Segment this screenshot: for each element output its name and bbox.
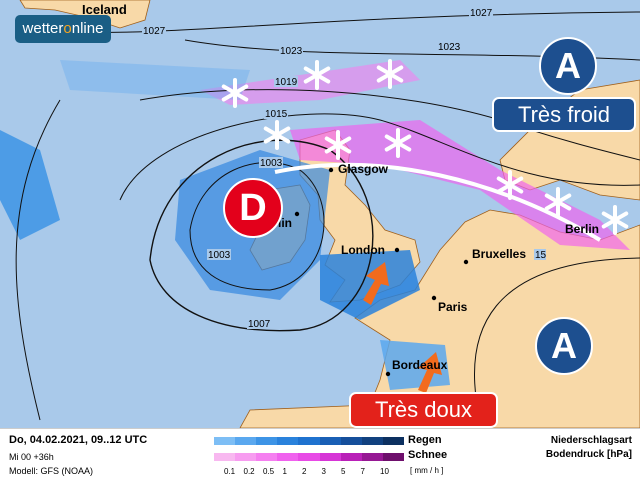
cold-front <box>274 162 602 242</box>
precipitation <box>0 60 630 390</box>
pressure-label: Bodendruck [hPa] <box>545 449 632 460</box>
scale-swatch <box>298 437 320 445</box>
scale-swatch <box>361 437 383 445</box>
scale-tick: 0.2 <box>243 467 255 476</box>
scale-swatch <box>214 437 236 445</box>
high-pressure-marker: A <box>539 37 597 95</box>
scale-tick: 10 <box>380 467 389 476</box>
snowflake-icon <box>376 59 404 89</box>
scale-swatch <box>361 453 383 461</box>
snowflake-icon <box>303 60 331 90</box>
scale-swatch <box>298 453 320 461</box>
snowflake-icon <box>263 120 291 150</box>
snowflake-icon <box>324 130 352 160</box>
high-pressure-marker: A <box>535 317 593 375</box>
isobar-label: 1007 <box>248 319 271 330</box>
city-bruxelles: Bruxelles <box>472 247 527 261</box>
scale-tick: 5 <box>341 467 346 476</box>
arrow-icon <box>363 262 389 305</box>
snow-label: Schnee <box>408 449 448 461</box>
legend: Do, 04.02.2021, 09..12 UTC Mi 00 +36h Mo… <box>0 428 640 478</box>
city-dot <box>463 259 469 265</box>
city-dot <box>328 167 334 173</box>
snowflake-icon <box>221 78 249 108</box>
scale-swatch <box>277 453 299 461</box>
scale-swatch <box>319 437 341 445</box>
scale-swatch <box>319 453 341 461</box>
isobar-label: 1023 <box>438 42 461 53</box>
scale-tick: 0.1 <box>224 467 236 476</box>
arrow-icon <box>418 352 442 393</box>
scale-tick: 7 <box>360 467 365 476</box>
scale-swatch <box>277 437 299 445</box>
city-berlin: Berlin <box>565 222 600 236</box>
city-london: London <box>341 243 385 257</box>
scale-swatch <box>382 437 404 445</box>
isobar-label: 1003 <box>208 250 231 261</box>
scale-swatch <box>340 437 362 445</box>
scale-tick: 2 <box>302 467 307 476</box>
scale-swatch <box>382 453 404 461</box>
isobar-label: 15 <box>535 250 547 261</box>
scale-swatch <box>214 453 236 461</box>
isobar-label: 1027 <box>470 8 493 19</box>
snowflake-icon <box>496 170 524 200</box>
precip-type-label: Niederschlagsart <box>550 435 632 446</box>
scale-swatch <box>340 453 362 461</box>
city-dot <box>431 295 437 301</box>
scale-swatch <box>235 437 257 445</box>
low-pressure-marker: D <box>223 178 283 238</box>
scale-swatch <box>235 453 257 461</box>
wetteronline-logo[interactable]: wetteronline <box>15 15 111 43</box>
scale-tick: 1 <box>282 467 287 476</box>
scale-tick: 3 <box>321 467 326 476</box>
isobar-label: 1003 <box>260 158 283 169</box>
snowflake-icon <box>384 128 412 158</box>
isobar-label: 1019 <box>275 77 298 88</box>
warm-label: Très doux <box>349 392 498 428</box>
scale-swatch <box>256 437 278 445</box>
city-dot <box>385 371 391 377</box>
snow-scale <box>214 453 404 461</box>
isobar-label: 1027 <box>143 26 166 37</box>
model-name: Modell: GFS (NOAA) <box>9 466 94 476</box>
model-run: Mi 00 +36h <box>9 452 54 462</box>
unit-label: [ mm / h ] <box>410 466 444 475</box>
city-iceland: Iceland <box>82 2 127 17</box>
city-glasgow: Glasgow <box>338 162 389 176</box>
city-dot <box>394 247 400 253</box>
city-bordeaux: Bordeaux <box>392 358 448 372</box>
snowflake-icon <box>601 205 629 235</box>
scale-tick: 0.5 <box>263 467 275 476</box>
city-dublin: lin <box>278 216 292 230</box>
snowflake-icon <box>544 187 572 217</box>
scale-swatch <box>256 453 278 461</box>
cold-label: Très froid <box>492 97 636 132</box>
isobar-label: 1015 <box>265 109 288 120</box>
forecast-date: Do, 04.02.2021, 09..12 UTC <box>9 434 148 446</box>
rain-label: Regen <box>408 434 442 446</box>
warm-arrows <box>363 262 442 393</box>
isobar-label: 1023 <box>280 46 303 57</box>
city-dot <box>294 211 300 217</box>
rain-scale <box>214 437 404 445</box>
city-paris: Paris <box>438 300 468 314</box>
